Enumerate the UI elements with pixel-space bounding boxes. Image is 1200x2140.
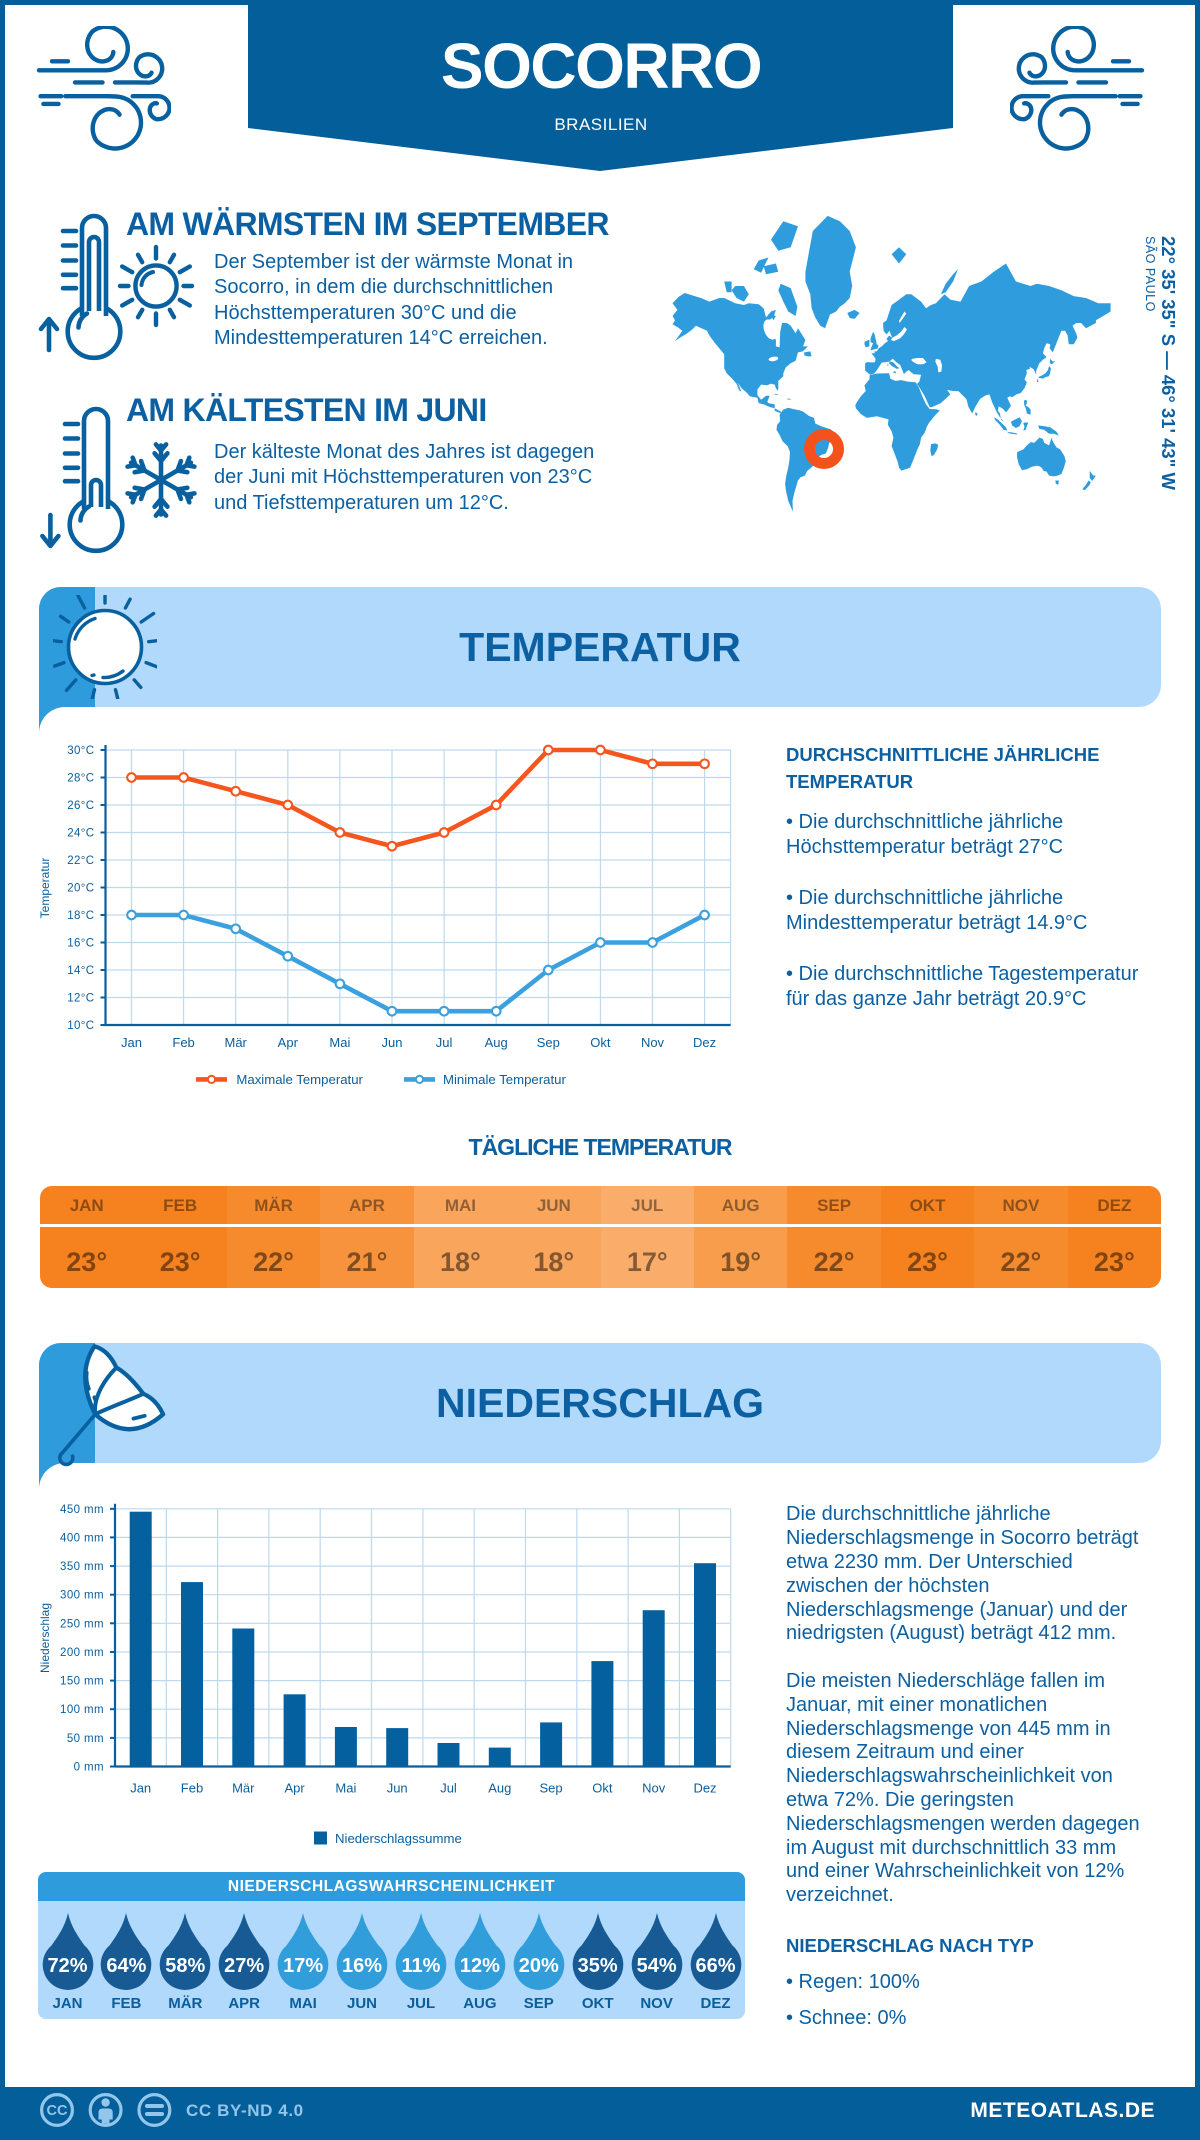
svg-text:400 mm: 400 mm: [60, 1532, 104, 1544]
svg-text:Mai: Mai: [329, 1035, 350, 1050]
svg-text:Jul: Jul: [436, 1035, 453, 1050]
svg-text:Nov: Nov: [642, 1781, 666, 1796]
svg-text:24°C: 24°C: [67, 828, 94, 840]
svg-text:Mai: Mai: [335, 1781, 356, 1796]
svg-text:Dez: Dez: [693, 1781, 716, 1796]
svg-text:Apr: Apr: [278, 1035, 299, 1050]
svg-text:Sep: Sep: [540, 1781, 563, 1796]
svg-text:Niederschlagssumme: Niederschlagssumme: [335, 1831, 462, 1846]
svg-text:Aug: Aug: [485, 1035, 508, 1050]
svg-text:Dez: Dez: [693, 1035, 716, 1050]
svg-text:Nov: Nov: [641, 1035, 665, 1050]
svg-text:18°C: 18°C: [67, 910, 94, 922]
svg-text:Sep: Sep: [537, 1035, 560, 1050]
svg-text:Mär: Mär: [225, 1035, 248, 1050]
svg-text:200 mm: 200 mm: [60, 1647, 104, 1659]
svg-text:Niederschlag: Niederschlag: [38, 1603, 52, 1673]
svg-text:Feb: Feb: [172, 1035, 194, 1050]
svg-text:16°C: 16°C: [67, 938, 94, 950]
svg-text:Okt: Okt: [592, 1781, 613, 1796]
svg-text:Temperatur: Temperatur: [38, 858, 52, 919]
svg-text:50 mm: 50 mm: [67, 1733, 104, 1745]
svg-text:20°C: 20°C: [67, 883, 94, 895]
svg-text:CC: CC: [47, 2103, 68, 2119]
svg-text:Apr: Apr: [284, 1781, 305, 1796]
svg-text:Feb: Feb: [181, 1781, 203, 1796]
svg-text:Jul: Jul: [440, 1781, 457, 1796]
svg-text:Jan: Jan: [130, 1781, 151, 1796]
svg-text:Maximale Temperatur: Maximale Temperatur: [236, 1072, 363, 1087]
svg-text:28°C: 28°C: [67, 773, 94, 785]
svg-text:26°C: 26°C: [67, 800, 94, 812]
svg-text:14°C: 14°C: [67, 965, 94, 977]
svg-text:Jun: Jun: [387, 1781, 408, 1796]
svg-text:Okt: Okt: [590, 1035, 611, 1050]
svg-text:Aug: Aug: [488, 1781, 511, 1796]
svg-text:10°C: 10°C: [67, 1020, 94, 1032]
svg-text:12°C: 12°C: [67, 993, 94, 1005]
svg-text:150 mm: 150 mm: [60, 1676, 104, 1688]
svg-text:22°C: 22°C: [67, 855, 94, 867]
svg-text:Jun: Jun: [382, 1035, 403, 1050]
svg-text:250 mm: 250 mm: [60, 1618, 104, 1630]
svg-text:300 mm: 300 mm: [60, 1590, 104, 1602]
svg-text:Minimale Temperatur: Minimale Temperatur: [443, 1072, 566, 1087]
svg-text:30°C: 30°C: [67, 745, 94, 757]
svg-text:100 mm: 100 mm: [60, 1704, 104, 1716]
svg-text:Jan: Jan: [121, 1035, 142, 1050]
svg-text:Mär: Mär: [232, 1781, 255, 1796]
svg-text:350 mm: 350 mm: [60, 1561, 104, 1573]
svg-text:450 mm: 450 mm: [60, 1504, 104, 1516]
svg-text:0 mm: 0 mm: [74, 1762, 104, 1774]
